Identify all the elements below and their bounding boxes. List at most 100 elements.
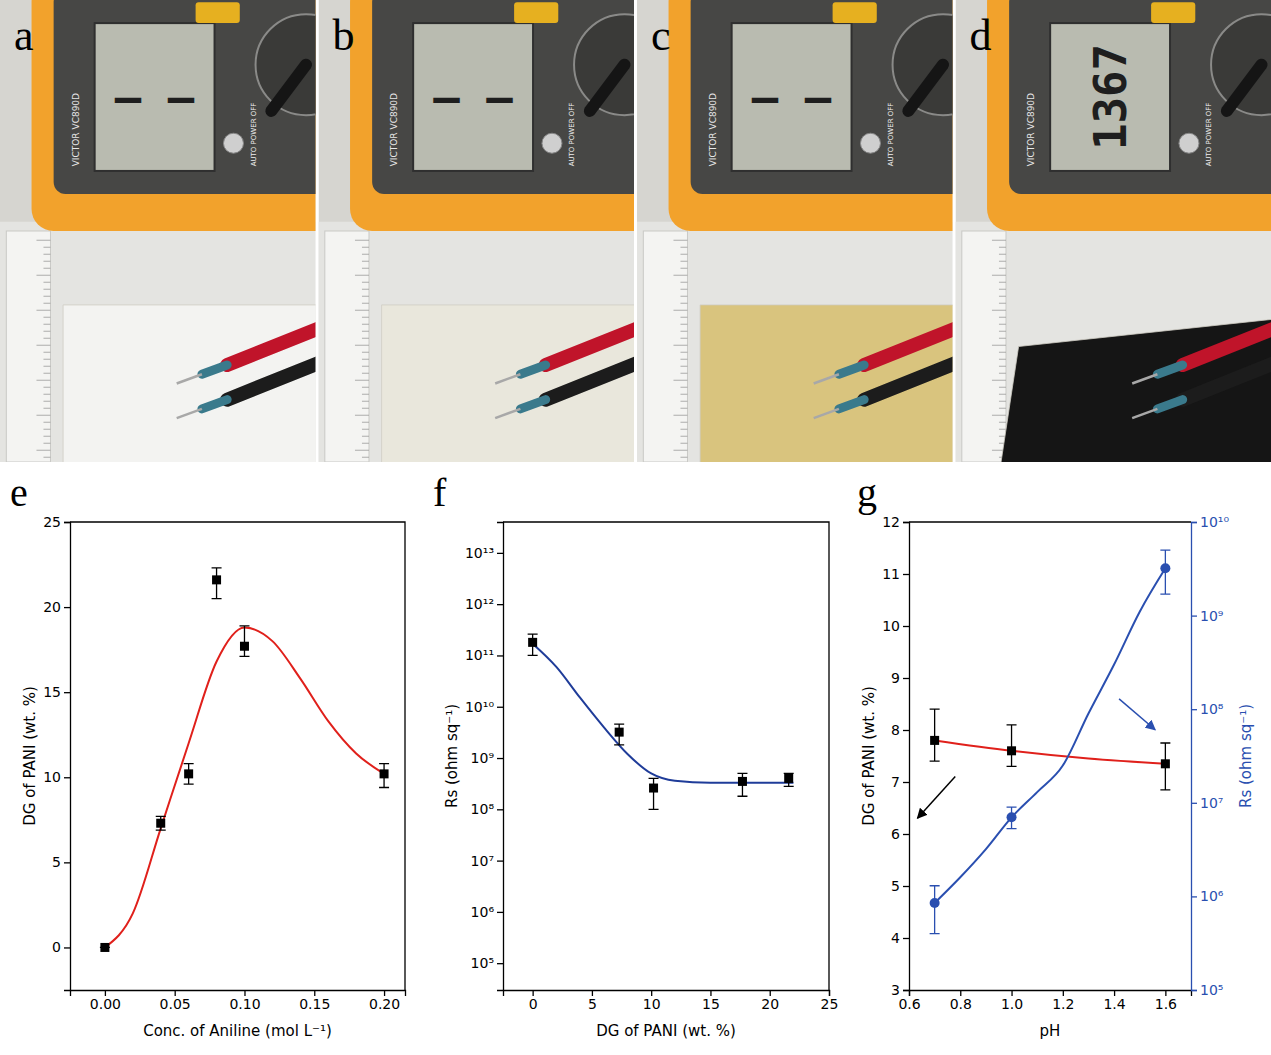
ruler-tick: [362, 422, 369, 423]
ruler-tick: [362, 401, 369, 402]
ruler-tick: [680, 289, 687, 290]
data-point: [738, 777, 747, 786]
error-bar: [614, 724, 624, 745]
ruler-tick: [999, 268, 1006, 269]
photo: — —VICTOR VC890DAUTO POWER OFF: [0, 0, 316, 462]
ruler-tick: [362, 254, 369, 255]
tick: 1.6: [1155, 990, 1177, 1012]
probe-tip: [177, 374, 202, 383]
tick: 10¹⁰: [465, 699, 503, 715]
probe-handle: [227, 358, 315, 400]
tick-mark: [1191, 522, 1197, 523]
tick-mark: [497, 963, 503, 964]
axis-xticks: 0510152025: [504, 990, 839, 1012]
tick-mark: [64, 777, 70, 778]
axis-yticks: 0510152025: [43, 514, 70, 991]
tick-label: 0.10: [229, 996, 260, 1012]
ruler-tick: [680, 268, 687, 269]
dial-knob: [908, 65, 943, 111]
tick: 8: [891, 722, 909, 738]
ruler-tick: [362, 443, 369, 444]
ruler-tick: [999, 296, 1006, 297]
ruler-tick: [355, 310, 369, 311]
button: [833, 2, 877, 23]
tick-label: 4: [891, 930, 900, 946]
photo: — —VICTOR VC890DAUTO POWER OFF: [319, 0, 635, 462]
tick-label: 9: [891, 670, 900, 686]
tick: 5: [891, 878, 909, 894]
error-bar: [184, 764, 194, 784]
ruler-tick: [680, 247, 687, 248]
dial: [574, 14, 634, 115]
ruler-tick: [362, 324, 369, 325]
ruler-tick: [680, 338, 687, 339]
tick-mark: [497, 912, 503, 913]
device-label: AUTO POWER OFF: [887, 103, 895, 167]
ruler: [325, 231, 369, 462]
tick: 15: [43, 684, 70, 700]
ruler-tick: [43, 436, 50, 437]
panel-label: a: [14, 11, 34, 60]
tick: 9: [891, 670, 909, 686]
tick-label: 1.2: [1052, 996, 1074, 1012]
dial: [256, 14, 316, 115]
ruler-tick: [680, 443, 687, 444]
chart: 051015202510⁵10⁶10⁷10⁸10⁹10¹⁰10¹¹10¹²10¹…: [433, 470, 838, 1040]
multimeter-face: [1009, 0, 1271, 194]
probe-tip: [1132, 409, 1157, 418]
ruler-tick: [680, 331, 687, 332]
tick: 10⁵: [1191, 982, 1223, 998]
tick: 10⁸: [471, 801, 503, 817]
tick-label: 0.6: [898, 996, 920, 1012]
panel-label: d: [970, 11, 992, 60]
photo-panel: — —VICTOR VC890DAUTO POWER OFFb: [319, 0, 688, 471]
tick-mark: [903, 678, 909, 679]
tick: 10⁸: [1191, 701, 1224, 717]
tick-label: 3: [891, 982, 900, 998]
axis-title: Rs (ohm sq⁻¹): [443, 704, 461, 808]
tick-mark: [1191, 896, 1197, 897]
axis-title: DG of PANI (wt. %): [21, 686, 39, 826]
ruler-tick: [362, 394, 369, 395]
tick-label: 7: [891, 774, 900, 790]
ruler-tick: [992, 240, 1006, 241]
tick: 10¹³: [465, 545, 503, 561]
tick-label: 10⁷: [471, 853, 494, 869]
ruler-tick: [992, 310, 1006, 311]
ruler-tick: [999, 317, 1006, 318]
ruler-tick: [36, 345, 50, 346]
device-label: VICTOR VC890D: [1026, 93, 1036, 166]
tick: 25: [821, 990, 839, 1012]
ruler-tick: [680, 261, 687, 262]
ruler-tick: [362, 289, 369, 290]
tick-mark: [64, 522, 70, 523]
ruler-tick: [992, 380, 1006, 381]
tick: 10⁷: [471, 853, 503, 869]
tick-label: 10: [882, 618, 900, 634]
tick-label: 0: [529, 996, 538, 1012]
error-bar: [1160, 550, 1170, 594]
ruler-tick: [355, 415, 369, 416]
tick-label: 10⁷: [1200, 795, 1223, 811]
ruler-tick: [680, 394, 687, 395]
ruler-tick: [680, 387, 687, 388]
ruler-tick: [362, 331, 369, 332]
error-bar: [212, 568, 222, 599]
axis-line: [903, 523, 910, 991]
photo-panel: — —VICTOR VC890DAUTO POWER OFFa: [0, 0, 369, 471]
tick: 10¹²: [465, 596, 503, 612]
tick-label: 11: [882, 566, 900, 582]
ruler-tick: [999, 408, 1006, 409]
tick: 6: [891, 826, 909, 842]
error-bar: [239, 626, 249, 657]
tick-mark: [497, 860, 503, 861]
tick-label: 10⁵: [471, 955, 494, 971]
ruler-ticks: [992, 240, 1006, 457]
tick: 10⁶: [1191, 888, 1224, 904]
data-point: [1007, 746, 1016, 755]
ruler-tick: [43, 296, 50, 297]
ruler-tick: [362, 296, 369, 297]
axis-line: [1192, 523, 1198, 991]
dial-knob: [590, 65, 625, 111]
tick-mark: [1191, 803, 1197, 804]
